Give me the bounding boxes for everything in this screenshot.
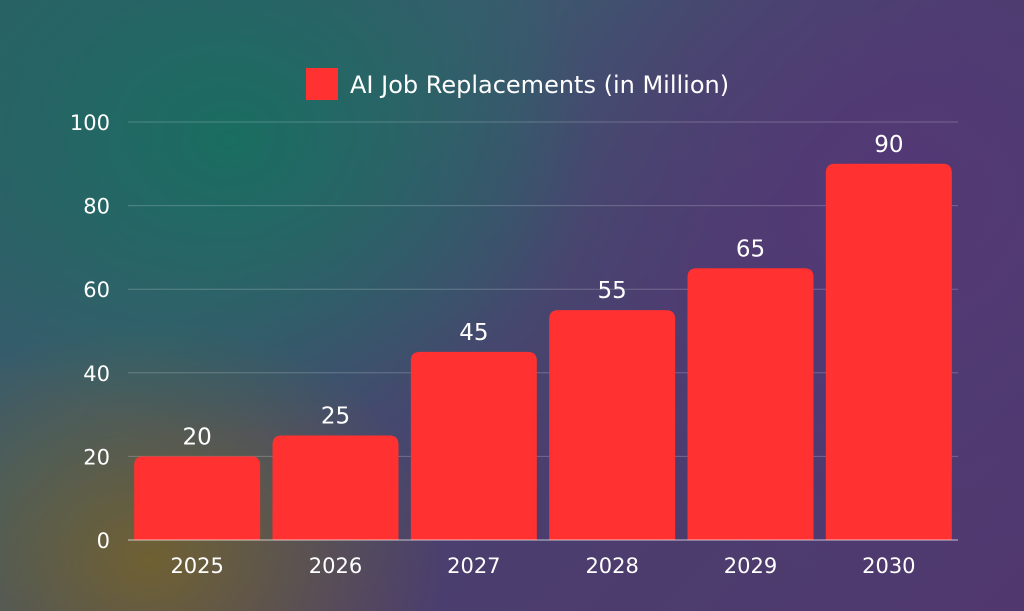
- x-tick-label-2028: 2028: [585, 554, 638, 578]
- y-tick-label: 40: [83, 362, 110, 386]
- y-tick-label: 80: [83, 195, 110, 219]
- x-axis-ticks: 2025 2026 2027 2028 2029 2030: [170, 554, 915, 578]
- y-tick-label: 60: [83, 278, 110, 302]
- data-label-2027: 45: [459, 320, 488, 346]
- bar-2026[interactable]: [272, 435, 399, 541]
- bar-2030[interactable]: [825, 163, 952, 541]
- data-labels: 20 25 45 55 65 90: [183, 132, 904, 451]
- bar-2025[interactable]: [134, 456, 261, 540]
- bar-2027[interactable]: [410, 351, 537, 540]
- data-label-2026: 25: [321, 404, 350, 430]
- legend[interactable]: AI Job Replacements (in Million): [306, 68, 729, 100]
- y-tick-label: 20: [83, 445, 110, 469]
- data-label-2025: 20: [183, 424, 212, 450]
- y-axis-ticks: 0 20 40 60 80 100: [70, 111, 110, 553]
- bars: [134, 163, 952, 541]
- y-tick-label: 0: [97, 529, 110, 553]
- data-label-2028: 55: [598, 278, 627, 304]
- x-tick-label-2025: 2025: [170, 554, 223, 578]
- x-tick-label-2030: 2030: [862, 554, 915, 578]
- grid-lines: [128, 121, 958, 457]
- data-label-2030: 90: [874, 132, 903, 158]
- x-tick-label-2027: 2027: [447, 554, 500, 578]
- bar-2029[interactable]: [687, 268, 814, 540]
- x-tick-label-2026: 2026: [309, 554, 362, 578]
- data-label-2029: 65: [736, 236, 765, 262]
- x-tick-label-2029: 2029: [724, 554, 777, 578]
- legend-swatch: [306, 68, 338, 100]
- bar-2028[interactable]: [549, 310, 676, 540]
- y-tick-label: 100: [70, 111, 110, 135]
- legend-label: AI Job Replacements (in Million): [350, 71, 729, 99]
